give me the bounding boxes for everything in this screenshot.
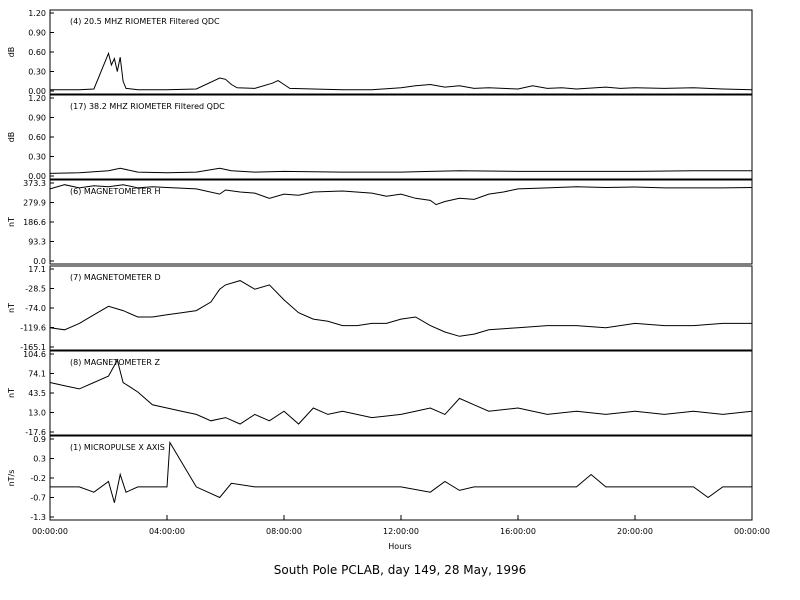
y-tick-label: -0.7 [30, 494, 46, 503]
y-tick-label: 0.00 [28, 87, 46, 96]
y-tick-label: 17.1 [28, 265, 46, 274]
panel-2: 1.20 0.90 0.60 0.30 0.00 dB (17) 38.2 MHZ RIOM… [7, 94, 753, 181]
y-tick-label: 1.20 [28, 9, 46, 18]
panel-label: (4) 20.5 MHZ RIOMETER Filtered QDC [70, 17, 220, 26]
y-tick-label: 0.30 [28, 68, 46, 77]
x-tick-label: 08:00:00 [266, 527, 302, 536]
chart-panels: 1.20 0.90 0.60 0.30 0.00 dB (4) 20.5 MHZ RIOME… [7, 9, 753, 522]
y-tick-label: 0.30 [28, 153, 46, 162]
x-tick-label: 16:00:00 [500, 527, 536, 536]
y-tick-label: 1.20 [28, 94, 46, 103]
y-tick-label: -119.6 [20, 324, 46, 333]
y-axis-label: nT [7, 388, 16, 398]
y-tick-label: 74.1 [28, 370, 46, 379]
x-tick-label: 20:00:00 [617, 527, 653, 536]
x-axis-label: Hours [388, 542, 411, 551]
x-tick-label: 00:00:00 [32, 527, 68, 536]
series-line [49, 184, 753, 206]
y-axis-label: nT [7, 303, 16, 313]
series-line [49, 167, 752, 174]
y-tick-label: 0.0 [33, 257, 46, 266]
panel-6: 0.9 0.3 -0.2 -0.7 -1.3 nT/s (1) MICROPULSE X A… [7, 435, 753, 522]
panel-4: 17.1 -28.5 -74.0 -119.6 -165.1 nT (7) MAGNETOM… [7, 265, 753, 352]
x-tick-label: 12:00:00 [383, 527, 419, 536]
y-tick-label: 279.9 [23, 199, 46, 208]
x-axis: 00:00:00 04:00:00 08:00:00 12:00:00 16:00:00… [32, 515, 770, 536]
y-tick-label: 0.3 [33, 455, 46, 464]
y-tick-label: 13.0 [28, 409, 46, 418]
y-tick-label: -1.3 [30, 513, 46, 522]
y-axis-label: nT/s [7, 470, 16, 487]
y-tick-label: 373.3 [23, 179, 46, 188]
y-tick-label: 93.3 [28, 238, 46, 247]
y-tick-label: 104.6 [23, 350, 46, 359]
panel-label: (8) MAGNETOMETER Z [70, 358, 161, 367]
y-tick-label: -17.6 [25, 428, 46, 437]
x-tick-label: 04:00:00 [149, 527, 185, 536]
series-line [49, 358, 753, 425]
y-tick-label: 0.00 [28, 172, 46, 181]
series-line [50, 51, 753, 91]
panel-label: (1) MICROPULSE X AXIS [70, 443, 165, 452]
y-tick-label: 0.60 [28, 133, 46, 142]
panel-1: 1.20 0.90 0.60 0.30 0.00 dB (4) 20.5 MHZ RIOME… [7, 9, 753, 96]
y-axis-label: dB [7, 47, 16, 58]
y-tick-label: 186.6 [23, 218, 46, 227]
x-tick-label: 00:00:00 [734, 527, 770, 536]
panel-label: (17) 38.2 MHZ RIOMETER Filtered QDC [70, 102, 225, 111]
panel-5: 104.6 74.1 43.5 13.0 -17.6 nT (8) MAGNETOMETER… [7, 350, 753, 437]
y-tick-label: 0.90 [28, 114, 46, 123]
y-tick-label: -74.0 [25, 304, 46, 313]
panel-label: (6) MAGNETOMETER H [70, 187, 161, 196]
panel-label: (7) MAGNETOMETER D [70, 273, 161, 282]
y-tick-label: -28.5 [25, 285, 46, 294]
y-tick-label: 43.5 [28, 389, 46, 398]
panel-3: 373.3 279.9 186.6 93.3 0.0 nT (6) MAGNETOMETER… [7, 179, 753, 266]
chart-title: South Pole PCLAB, day 149, 28 May, 1996 [274, 563, 527, 577]
y-tick-label: -0.2 [30, 474, 46, 483]
series-line [49, 280, 752, 337]
series-line [50, 440, 752, 503]
y-axis-label: dB [7, 132, 16, 143]
y-tick-label: 0.90 [28, 29, 46, 38]
y-axis-label: nT [7, 217, 16, 227]
y-tick-label: 0.60 [28, 48, 46, 57]
y-tick-label: 0.9 [33, 435, 46, 444]
y-tick-label: -165.1 [20, 343, 46, 352]
